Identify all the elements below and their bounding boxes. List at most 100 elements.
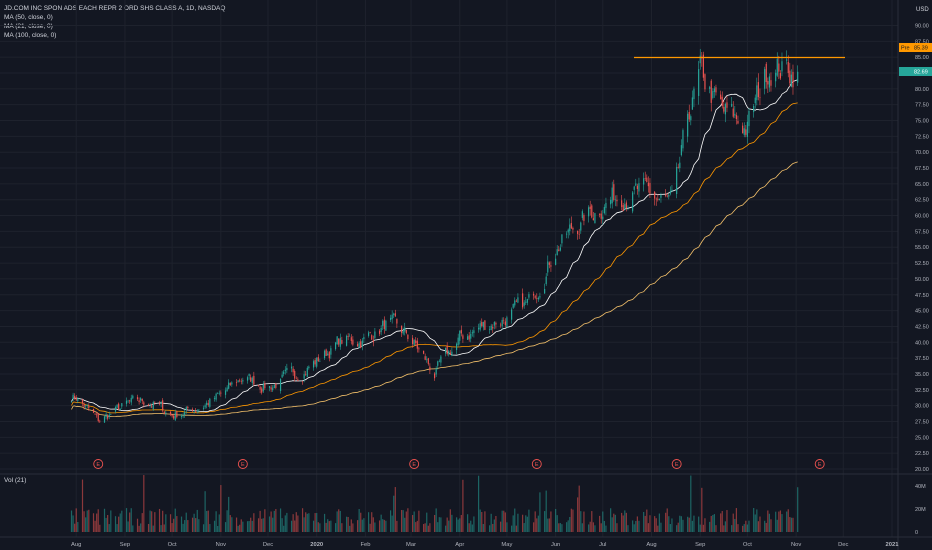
volume-bar [380, 514, 382, 532]
price-tick: 67.50 [915, 166, 929, 172]
volume-bar [434, 514, 436, 532]
symbol-title[interactable]: JD.COM INC SPON ADS EACH REPR 2 ORD SHS … [4, 5, 226, 12]
candle-body [679, 162, 681, 169]
candle-body [143, 402, 145, 405]
indicator-ma21[interactable]: MA (21, close, 0) [4, 23, 53, 30]
candle-body [698, 69, 700, 96]
volume-bar [492, 523, 494, 532]
candle-body [493, 322, 495, 326]
candle-body [182, 415, 184, 417]
volume-bar [312, 520, 315, 532]
time-tick: 2021 [886, 542, 900, 548]
volume-bar [297, 515, 299, 532]
candle-body [614, 199, 616, 201]
candle-body [341, 340, 343, 344]
volume-bar [218, 514, 220, 532]
candle-body [424, 356, 426, 360]
time-tick: Oct [743, 542, 752, 548]
volume-bar [735, 508, 737, 532]
candle-body [404, 327, 406, 332]
candle-body [286, 367, 288, 371]
price-tick: 57.50 [915, 229, 929, 235]
candle-body [644, 178, 646, 179]
volume-bar [402, 510, 404, 532]
volume-bar [438, 517, 440, 532]
candle-body [514, 300, 516, 306]
candle-body [446, 345, 448, 354]
candle-body [169, 411, 172, 415]
candle-body [434, 373, 436, 379]
volume-bar [184, 520, 186, 532]
candle-body [198, 409, 200, 411]
volume-bar [583, 511, 585, 532]
candle-body [726, 102, 728, 108]
candle-body [567, 229, 569, 233]
candle-body [765, 63, 767, 83]
volume-bar [764, 520, 766, 532]
candle-body [202, 407, 205, 409]
volume-bar [173, 518, 175, 532]
volume-bar [591, 511, 593, 532]
volume-bar [448, 520, 450, 532]
volume-bar [680, 516, 682, 532]
candle-body [213, 397, 216, 399]
volume-bar [81, 479, 84, 532]
volume-bar [671, 518, 673, 532]
candle-body [536, 298, 538, 299]
price-tick: 75.00 [915, 119, 929, 125]
volume-bar [468, 523, 470, 532]
volume-bar [757, 521, 759, 532]
price-tick: 20.00 [915, 467, 929, 473]
candle-body [416, 340, 418, 349]
candle-body [345, 335, 348, 346]
candle-body [603, 207, 605, 214]
volume-bar [759, 516, 761, 532]
candle-body [237, 380, 239, 382]
candle-body [259, 386, 261, 390]
volume-bar [459, 518, 461, 532]
volume-bar [654, 516, 656, 532]
volume-bar [325, 522, 327, 532]
earnings-marker [531, 459, 542, 469]
volume-bar [481, 511, 483, 532]
candle-body [559, 247, 561, 251]
candle-body [724, 103, 726, 115]
price-tick: 60.00 [915, 214, 929, 220]
candle-body [479, 323, 481, 330]
volume-bar [514, 508, 516, 532]
candle-body [503, 319, 505, 321]
candle-body [460, 329, 462, 334]
candle-body [482, 321, 484, 328]
candle-body [671, 189, 673, 192]
volume-bar [382, 519, 384, 532]
volume-bar [732, 513, 734, 532]
volume-bar [712, 514, 714, 532]
candle-body [555, 258, 557, 265]
candle-body [768, 76, 770, 88]
candle-body [688, 111, 690, 120]
time-tick: Nov [216, 542, 226, 548]
volume-bar [550, 511, 552, 532]
candle-body [445, 347, 447, 354]
candle-body [400, 325, 403, 333]
volume-bar [768, 513, 770, 532]
price-tick: 35.00 [915, 372, 929, 378]
candle-body [173, 415, 175, 419]
volume-bar [710, 515, 712, 532]
volume-bar [339, 510, 341, 532]
candle-body [775, 72, 777, 82]
volume-bar [88, 509, 90, 532]
time-tick: Nov [791, 542, 801, 548]
candle-body [83, 403, 85, 407]
indicator-ma50[interactable]: MA (50, close, 0) [4, 14, 53, 21]
candle-body [363, 337, 365, 340]
candle-body [292, 368, 294, 373]
volume-bar [702, 524, 704, 532]
candle-body [471, 332, 473, 334]
indicator-ma100[interactable]: MA (100, close, 0) [4, 32, 57, 39]
earnings-marker [409, 459, 420, 469]
candle-body [196, 410, 198, 412]
volume-bar [603, 520, 605, 532]
volume-bar [621, 512, 623, 532]
